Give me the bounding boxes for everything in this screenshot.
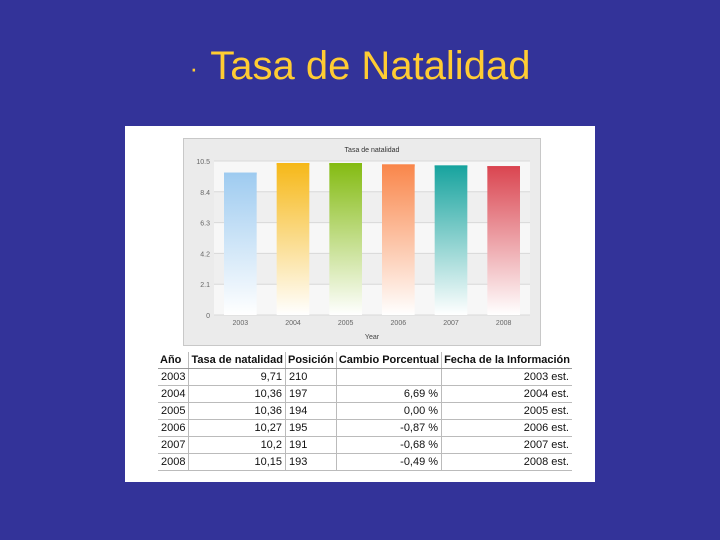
cell-birth-rate: 10,36 [188, 385, 286, 403]
plot-band [214, 161, 530, 192]
cell-year: 2004 [158, 385, 190, 403]
cell-year: 2005 [158, 402, 190, 420]
header-position: Posición [285, 352, 337, 369]
bar-cap [434, 165, 468, 168]
y-tick-label: 0 [206, 313, 210, 320]
bar-cap [224, 172, 257, 175]
cell-percent-change: -0,87 % [336, 419, 443, 437]
cell-birth-rate: 10,27 [188, 419, 286, 437]
cell-position: 210 [285, 368, 337, 386]
bar-2004 [276, 163, 310, 315]
plot-band [214, 191, 530, 223]
cell-year: 2003 [158, 368, 190, 386]
cell-birth-rate: 10,36 [188, 402, 286, 420]
table-row: 2005 10,36 194 0,00 % 2005 est. [158, 402, 572, 420]
header-info-date: Fecha de la Información [441, 352, 572, 369]
cell-year: 2006 [158, 419, 190, 437]
cell-info-date: 2008 est. [441, 453, 572, 471]
y-tick-label: 10.5 [196, 159, 210, 166]
table-row: 2004 10,36 197 6,69 % 2004 est. [158, 385, 572, 403]
bar-2005 [329, 163, 362, 315]
bar-cap [382, 164, 415, 167]
table-row: 2006 10,27 195 -0,87 % 2006 est. [158, 419, 572, 437]
plot-band [214, 222, 530, 254]
bar-2006 [382, 164, 415, 315]
birth-rate-table: Año Tasa de natalidad Posición Cambio Po… [158, 352, 572, 471]
slide-title-text: Tasa de Natalidad [210, 44, 531, 88]
x-axis-label: Year [365, 334, 380, 341]
cell-info-date: 2006 est. [441, 419, 572, 437]
chart-title: Tasa de natalidad [345, 147, 400, 154]
bar-2007 [434, 165, 468, 315]
cell-birth-rate: 10,2 [188, 436, 286, 454]
bar-2003 [224, 172, 257, 315]
cell-info-date: 2003 est. [441, 368, 572, 386]
table-header-row: Año Tasa de natalidad Posición Cambio Po… [158, 352, 572, 369]
plot-band [214, 284, 530, 315]
y-tick-label: 6.3 [200, 221, 210, 228]
cell-percent-change: 0,00 % [336, 402, 443, 420]
cell-percent-change: -0,68 % [336, 436, 443, 454]
cell-info-date: 2004 est. [441, 385, 572, 403]
cell-percent-change [336, 368, 443, 386]
cell-position: 191 [285, 436, 337, 454]
bar-cap [276, 163, 310, 166]
cell-percent-change: -0,49 % [336, 453, 443, 471]
cell-position: 197 [285, 385, 337, 403]
y-tick-label: 2.1 [200, 282, 210, 289]
cell-info-date: 2007 est. [441, 436, 572, 454]
x-tick-label: 2006 [391, 320, 407, 327]
title-bullet: · [189, 52, 199, 83]
bar-chart-svg: 0 2.1 4.2 6.3 8.4 10.5 Tasa de natalidad 2003 20… [196, 147, 530, 341]
cell-percent-change: 6,69 % [336, 385, 443, 403]
header-birth-rate: Tasa de natalidad [188, 352, 286, 369]
cell-year: 2007 [158, 436, 190, 454]
cell-position: 195 [285, 419, 337, 437]
x-tick-label: 2005 [338, 320, 354, 327]
content-panel: 0 2.1 4.2 6.3 8.4 10.5 Tasa de natalidad 2003 20… [125, 126, 595, 482]
bar-cap [329, 163, 362, 166]
header-year: Año [158, 352, 190, 369]
cell-info-date: 2005 est. [441, 402, 572, 420]
y-tick-label: 8.4 [200, 190, 210, 197]
x-tick-label: 2004 [285, 320, 301, 327]
plot-band [214, 253, 530, 285]
slide-title: · Tasa de Natalidad [0, 44, 720, 89]
x-tick-label: 2007 [443, 320, 459, 327]
x-tick-label: 2003 [233, 320, 249, 327]
bar-cap [487, 166, 520, 169]
table-row: 2007 10,2 191 -0,68 % 2007 est. [158, 436, 572, 454]
cell-year: 2008 [158, 453, 190, 471]
bar-chart: 0 2.1 4.2 6.3 8.4 10.5 Tasa de natalidad 2003 20… [183, 138, 541, 346]
cell-position: 194 [285, 402, 337, 420]
cell-birth-rate: 9,71 [188, 368, 286, 386]
cell-position: 193 [285, 453, 337, 471]
x-tick-label: 2008 [496, 320, 512, 327]
table-row: 2008 10,15 193 -0,49 % 2008 est. [158, 453, 572, 471]
table-row: 2003 9,71 210 2003 est. [158, 368, 572, 386]
header-percent-change: Cambio Porcentual [336, 352, 443, 369]
y-tick-label: 4.2 [200, 251, 210, 258]
cell-birth-rate: 10,15 [188, 453, 286, 471]
bar-2008 [487, 166, 520, 315]
